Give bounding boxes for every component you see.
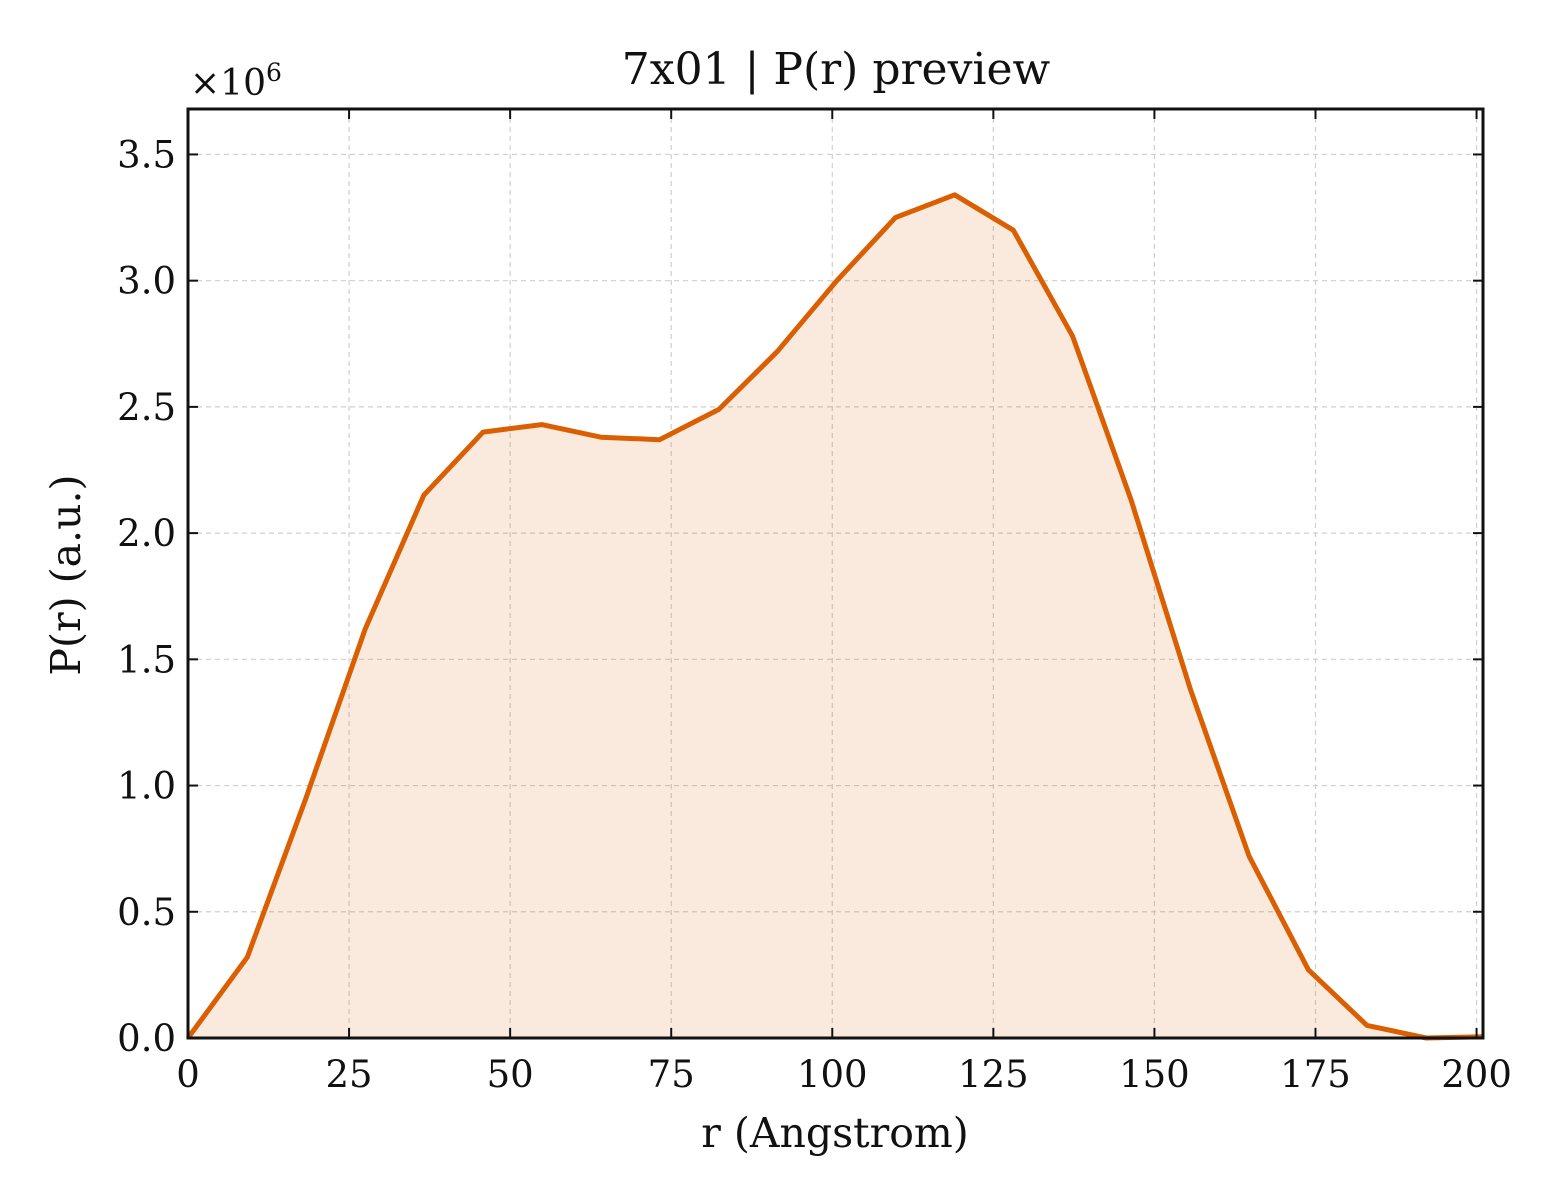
y-axis-label: P(r) (a.u.) xyxy=(42,474,90,675)
x-tick-label: 50 xyxy=(487,1053,534,1096)
y-tick-label: 3.5 xyxy=(117,133,176,176)
x-tick-label: 200 xyxy=(1441,1053,1512,1096)
ticks: 0 25 50 75 100 125 150 175 200 0.0 0.5 1.0 1.5 2.0 2.5… xyxy=(117,109,1512,1096)
pr-area-fill xyxy=(188,194,1483,1039)
y-tick-label: 0.5 xyxy=(117,891,176,934)
line-layer xyxy=(185,192,1484,1041)
x-tick-label: 75 xyxy=(648,1053,695,1096)
plot-frame xyxy=(186,107,1485,1040)
chart-title: 7x01 | P(r) preview xyxy=(622,44,1051,95)
y-multiplier-base: ×10 xyxy=(190,63,266,104)
y-tick-label: 3.0 xyxy=(117,260,176,303)
x-tick-label: 125 xyxy=(958,1053,1029,1096)
x-tick-label: 25 xyxy=(326,1053,373,1096)
y-multiplier-label: ×106 xyxy=(190,58,282,104)
y-tick-label: 1.5 xyxy=(117,638,176,681)
y-tick-label: 2.5 xyxy=(117,386,176,429)
x-tick-label: 150 xyxy=(1119,1053,1190,1096)
y-multiplier-exponent: 6 xyxy=(266,58,282,87)
x-tick-label: 100 xyxy=(797,1053,868,1096)
x-tick-label: 175 xyxy=(1280,1053,1351,1096)
area-layer xyxy=(188,194,1483,1039)
pr-line xyxy=(185,192,1484,1041)
y-tick-label: 1.0 xyxy=(117,765,176,808)
x-tick-label: 0 xyxy=(176,1053,200,1096)
x-axis-label: r (Angstrom) xyxy=(701,1109,969,1157)
y-tick-label: 2.0 xyxy=(117,512,176,555)
y-tick-label: 0.0 xyxy=(117,1017,176,1060)
grid xyxy=(187,109,1483,1039)
